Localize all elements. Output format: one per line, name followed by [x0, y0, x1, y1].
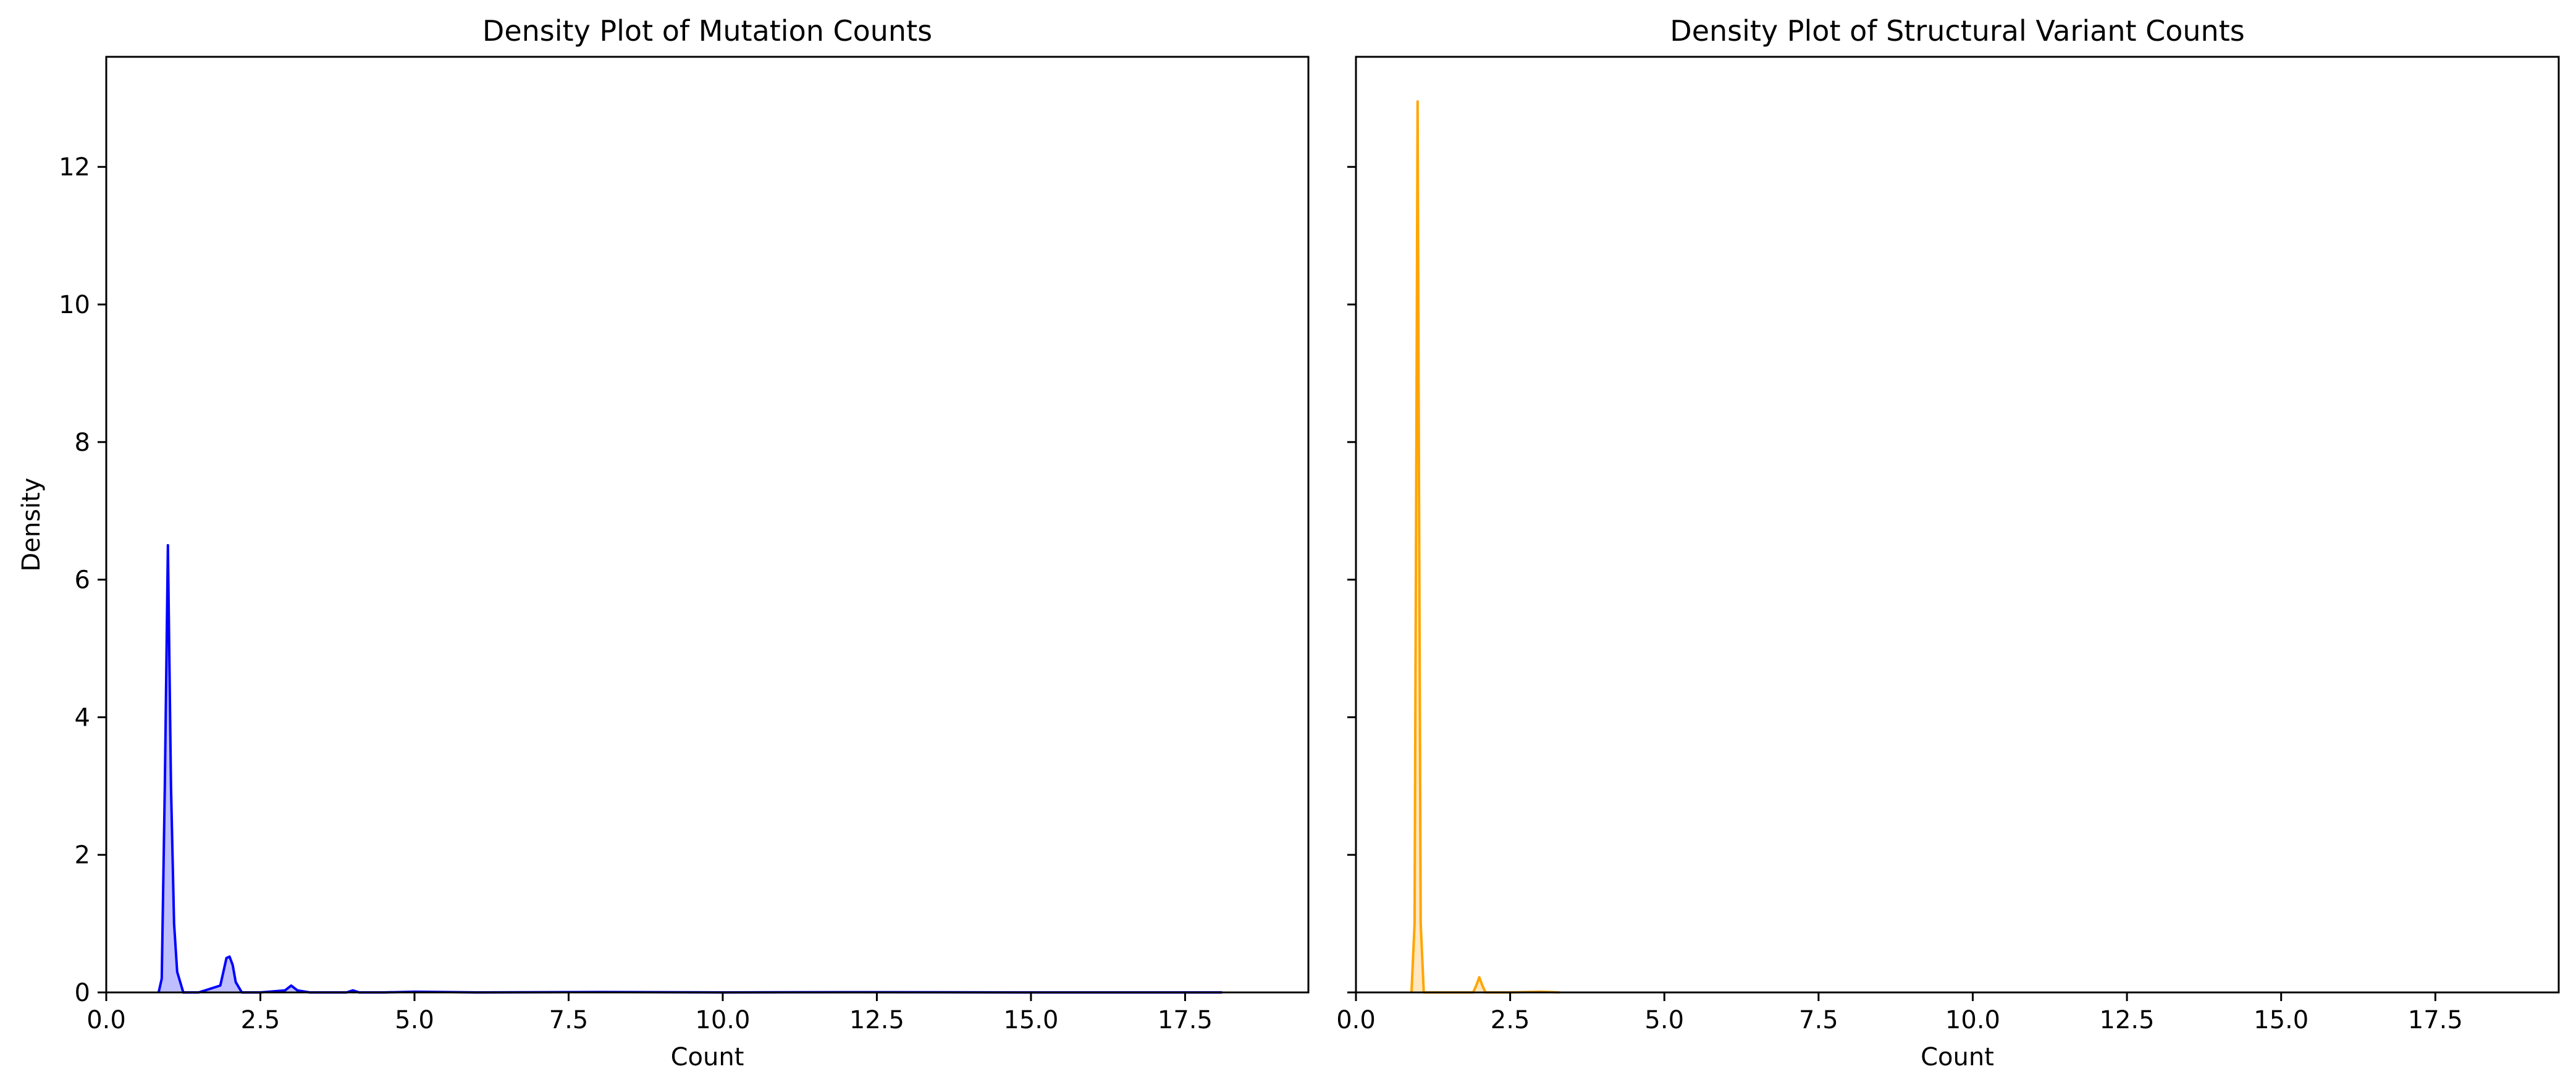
x-tick-label: 5.0 [395, 1006, 434, 1034]
x-tick-label: 2.5 [1491, 1006, 1530, 1034]
x-tick-label: 15.0 [1003, 1006, 1058, 1034]
plot-frame [105, 56, 1310, 994]
x-axis-label: Count [1921, 1043, 1994, 1071]
density-line [157, 543, 1223, 994]
x-tick-label: 10.0 [695, 1006, 750, 1034]
x-tick-label: 12.5 [2100, 1006, 2155, 1034]
y-tick-label: 6 [75, 566, 90, 595]
chart-title: Density Plot of Structural Variant Count… [1670, 14, 2244, 48]
x-tick-label: 15.0 [2254, 1006, 2309, 1034]
y-tick-label: 8 [75, 429, 90, 457]
plot-frame [1355, 56, 2560, 994]
y-tick-label: 12 [59, 153, 90, 182]
x-tick-label: 17.5 [2408, 1006, 2463, 1034]
x-tick-label: 10.0 [1945, 1006, 2000, 1034]
x-axis-label: Count [671, 1043, 744, 1071]
y-axis-label: Density [17, 477, 46, 571]
y-tick-label: 0 [75, 979, 90, 1007]
x-tick-label: 0.0 [86, 1006, 126, 1034]
chart-panel-2: Density Plot of Structural Variant Count… [1336, 14, 2560, 1071]
chart-panel-1: Density Plot of Mutation Counts 0.0 2.5 5.0… [17, 14, 1310, 1071]
x-tick-label: 0.0 [1336, 1006, 1376, 1034]
density-area [158, 545, 1223, 992]
x-tick-label: 7.5 [1799, 1006, 1838, 1034]
y-tick-label: 4 [75, 703, 90, 732]
x-tick-label: 17.5 [1158, 1006, 1213, 1034]
y-tick-label: 10 [59, 291, 90, 319]
density-line [1410, 100, 1560, 994]
density-area [1411, 101, 1560, 992]
chart-title: Density Plot of Mutation Counts [482, 14, 932, 48]
x-tick-label: 7.5 [549, 1006, 589, 1034]
x-tick-label: 5.0 [1644, 1006, 1684, 1034]
y-tick-label: 2 [75, 841, 90, 870]
x-tick-label: 2.5 [241, 1006, 280, 1034]
x-tick-label: 12.5 [849, 1006, 904, 1034]
